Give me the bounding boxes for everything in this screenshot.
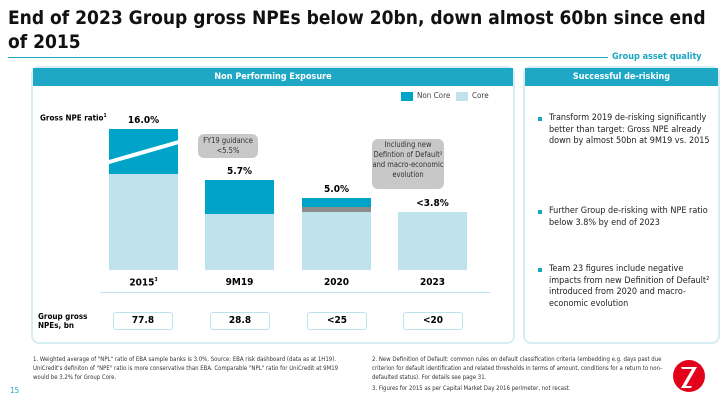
ndod-callout: Including new Defintion of Default² and …	[372, 139, 444, 189]
bar-9m19-non-core	[205, 180, 274, 214]
bullet-text: Further Group de-risking with NPE ratio …	[549, 206, 708, 228]
bar-9m19-core	[205, 214, 274, 270]
x-label-2015: 20153	[109, 277, 178, 288]
x-label-2015-text: 2015	[129, 277, 155, 289]
unicredit-logo-icon	[673, 360, 705, 392]
title-divider	[8, 57, 608, 58]
page-number: 15	[10, 386, 20, 395]
x-label-2020: 2020	[323, 277, 350, 288]
bullet-text: Transform 2019 de-risking significantly …	[549, 113, 710, 146]
ratio-label-2020: 5.0%	[324, 184, 349, 195]
ratio-label-2015: 16.0%	[127, 115, 160, 126]
legend-swatch-core	[456, 92, 468, 101]
ratio-label-text: Gross NPE ratio	[40, 113, 104, 123]
bar-2020-ndod	[302, 207, 371, 212]
legend-swatch-non-core	[401, 92, 413, 101]
gross-npe-ratio-label: Gross NPE ratio1	[40, 113, 107, 123]
footnote-1: 1. Weighted average of "NPL" ratio of EB…	[33, 356, 339, 381]
bar-2020-core	[302, 212, 371, 270]
x-label-2015-sup: 3	[154, 277, 158, 283]
bar-2023-core	[398, 212, 467, 270]
group-gross-npes-label: Group gross NPEs, bn	[38, 312, 88, 330]
derisking-panel: Successful de-risking	[523, 66, 720, 344]
ratio-label-9m19: 5.7%	[227, 166, 252, 177]
x-label-2023: 2023	[419, 277, 446, 288]
fy19-guidance-callout: FY19 guidance <5.5%	[198, 134, 258, 158]
legend-core: Core	[472, 91, 489, 100]
bar-2020-non-core	[302, 198, 371, 207]
x-label-9m19: 9M19	[225, 277, 254, 288]
section-label: Group asset quality	[612, 52, 702, 62]
legend-non-core: Non Core	[417, 91, 451, 100]
bullet-text: Team 23 figures include negative impacts…	[549, 264, 710, 309]
bullet-marker	[538, 268, 542, 272]
bullet-1: Transform 2019 de-risking significantly …	[538, 113, 716, 148]
ratio-sup: 1	[103, 113, 107, 119]
derisking-panel-header: Successful de-risking	[525, 68, 718, 86]
npe-value-9m19: 28.8	[210, 312, 270, 330]
npe-value-2023: <20	[403, 312, 463, 330]
bullet-2: Further Group de-risking with NPE ratio …	[538, 206, 716, 229]
npe-value-2020: <25	[307, 312, 367, 330]
bullet-marker	[538, 117, 542, 121]
bullet-3: Team 23 figures include negative impacts…	[538, 264, 716, 310]
npe-value-2015: 77.8	[113, 312, 173, 330]
bar-2015-core	[109, 174, 178, 270]
footnote-3: 3. Figures for 2015 as per Capital Marke…	[372, 385, 571, 392]
footnote-2: 2. New Definition of Default: common rul…	[372, 356, 662, 381]
ratio-label-2023: <3.8%	[416, 198, 449, 209]
x-axis-divider	[100, 292, 490, 293]
npe-panel: Non Performing Exposure	[31, 66, 515, 344]
bullet-marker	[538, 210, 542, 214]
page-title: End of 2023 Group gross NPEs below 20bn,…	[8, 7, 706, 53]
npe-panel-header: Non Performing Exposure	[33, 68, 513, 86]
